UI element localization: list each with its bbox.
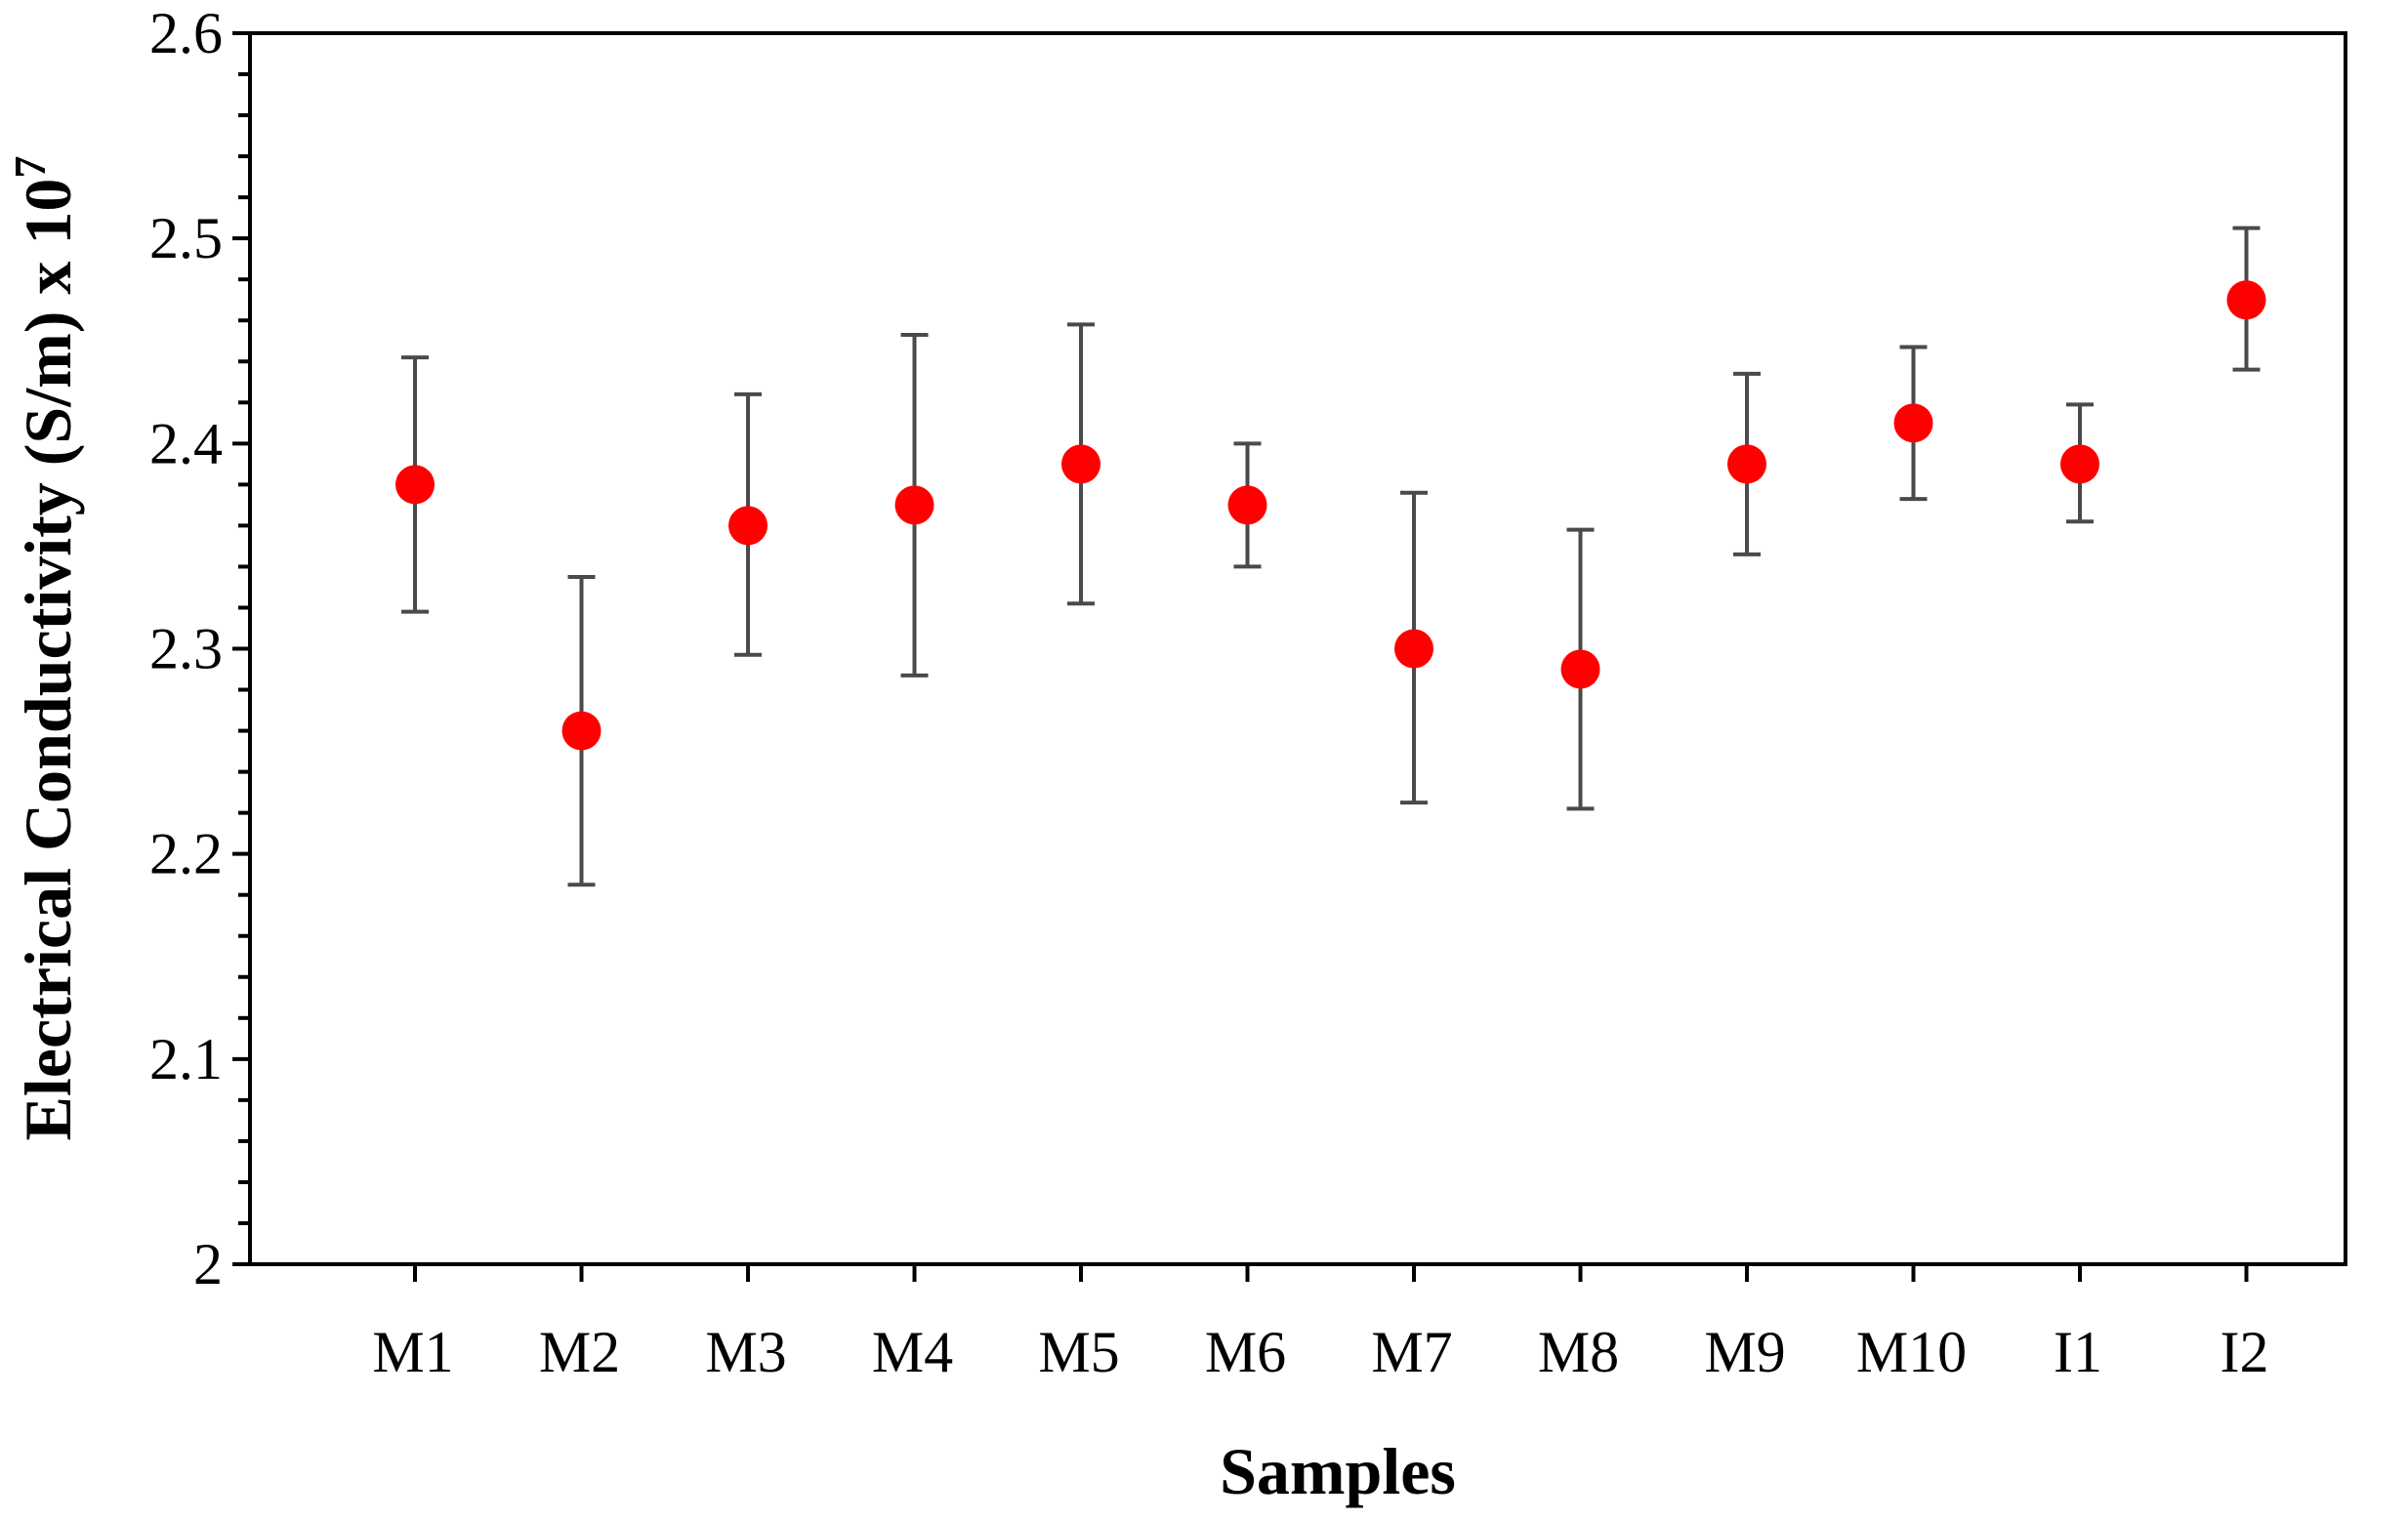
y-axis-title: Electrical Conductivity (S/m) x 107: [5, 156, 85, 1141]
data-point: [1227, 485, 1267, 525]
x-tick-label: M4: [872, 1320, 953, 1384]
data-point: [1061, 444, 1100, 484]
y-tick-label: 2.4: [149, 411, 223, 475]
y-tick-label: 2.2: [149, 822, 223, 886]
y-tick-label: 2.5: [149, 206, 223, 270]
x-tick-label: I1: [2054, 1320, 2102, 1384]
data-point: [1560, 649, 1600, 689]
x-tick-label: M7: [1371, 1320, 1452, 1384]
x-tick-label: M1: [372, 1320, 453, 1384]
y-axis-title-text: Electrical Conductivity (S/m) x 10: [11, 179, 85, 1141]
x-tick-label: M3: [705, 1320, 786, 1384]
x-tick-label: M10: [1856, 1320, 1967, 1384]
x-tick-label: M5: [1038, 1320, 1119, 1384]
data-point: [728, 506, 768, 546]
plot-frame: [248, 31, 2347, 1266]
data-point: [2226, 280, 2266, 320]
error-bars: [401, 226, 2261, 887]
data-point: [1727, 444, 1766, 484]
data-point: [2060, 444, 2099, 484]
y-tick-label: 2: [193, 1232, 223, 1296]
data-point: [1394, 629, 1433, 669]
data-point: [1893, 403, 1933, 443]
y-tick-label: 2.6: [149, 1, 223, 65]
x-tick-label: M2: [539, 1320, 620, 1384]
y-tick-label: 2.3: [149, 617, 223, 681]
y-axis: 2 2.1 2.2 2.3 2.4 2.5 2.6: [149, 1, 250, 1296]
data-point: [561, 711, 602, 751]
x-axis-title: Samples: [1220, 1434, 1456, 1508]
x-tick-label: M9: [1704, 1320, 1785, 1384]
x-tick-label: M8: [1538, 1320, 1619, 1384]
y-axis-title-exponent: 7: [5, 156, 55, 179]
data-points: [395, 280, 2266, 751]
x-tick-label: I2: [2221, 1320, 2269, 1384]
data-point: [894, 485, 934, 525]
y-tick-label: 2.1: [149, 1027, 223, 1091]
x-axis: M1 M2 M3 M4 M5 M6 M7 M8 M9 M10 I1 I2: [372, 1264, 2268, 1384]
x-tick-label: M6: [1205, 1320, 1286, 1384]
data-point: [395, 465, 435, 505]
